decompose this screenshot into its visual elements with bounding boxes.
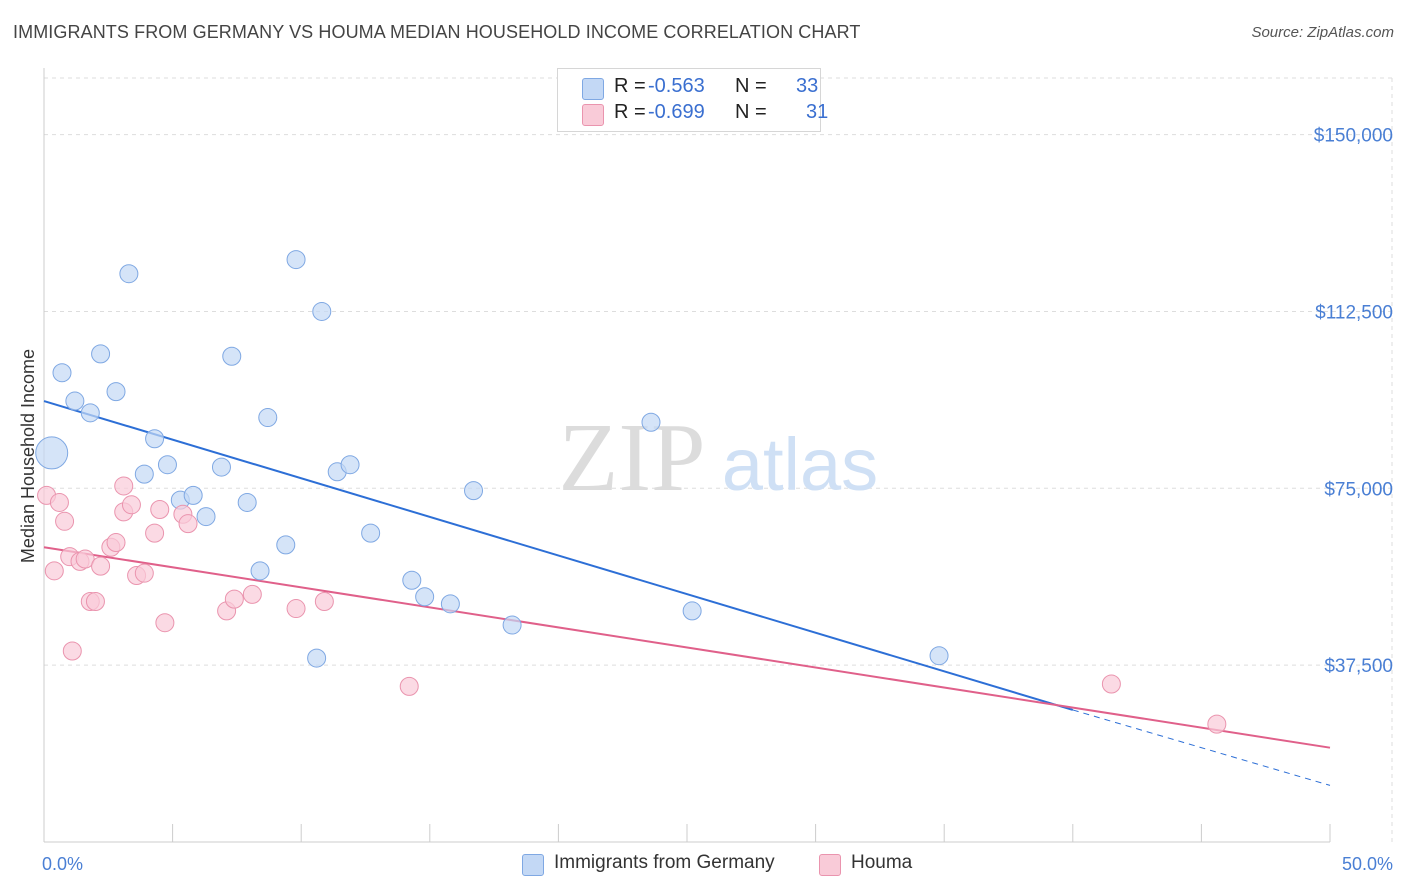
point-houma [150,500,170,520]
bottom-legend-swatch-germany [522,854,544,876]
point-germany [250,561,270,581]
point-germany [211,457,231,477]
legend-swatch-germany [582,78,604,100]
point-houma [1207,714,1227,734]
point-houma [242,584,262,604]
legend-r-value: -0.699 [648,101,705,123]
bottom-legend-label-germany: Immigrants from Germany [554,852,775,873]
point-houma [44,561,64,581]
legend-r-label: R = [614,101,646,123]
point-houma [91,556,111,576]
x-tick-label: 0.0% [42,854,83,874]
point-germany [258,408,278,428]
point-germany [35,436,69,470]
point-houma [75,549,95,569]
point-germany [502,615,522,635]
point-houma [55,511,75,531]
legend-n-label: N = [735,75,767,97]
point-houma [155,613,175,633]
point-houma [145,523,165,543]
point-germany [80,403,100,423]
point-houma [114,476,134,496]
point-germany [307,648,327,668]
point-germany [91,344,111,364]
grid-lines [44,77,1393,842]
point-germany [340,455,360,475]
point-houma [106,533,126,553]
bottom-legend-swatch-houma [819,854,841,876]
point-germany [276,535,296,555]
point-germany [52,363,72,383]
stats-legend: R = -0.563 N = 33 R = -0.699 N = 31 [557,68,828,132]
point-houma [224,589,244,609]
watermark: ZIP atlas [559,404,879,512]
trend-line-germany [43,400,1074,711]
point-germany [440,594,460,614]
watermark-zip: ZIP [559,404,706,512]
point-houma [1101,674,1121,694]
legend-r-value: -0.563 [648,75,705,97]
x-tick-label: 50.0% [1342,854,1393,874]
trend-lines [43,400,1331,786]
point-germany [929,646,949,666]
point-germany [286,250,306,270]
point-germany [65,391,85,411]
point-germany [196,507,216,527]
legend-r-label: R = [614,75,646,97]
point-germany [134,464,154,484]
y-tick-label: $75,000 [1324,479,1393,500]
point-houma [286,599,306,619]
legend-n-value: 31 [806,101,829,123]
watermark-atlas: atlas [722,423,878,506]
data-points [35,250,1227,734]
point-germany [641,412,661,432]
legend-n-value: 33 [796,75,819,97]
point-germany [222,346,242,366]
source-label: Source: ZipAtlas.com [1251,24,1394,41]
point-germany [183,485,203,505]
point-germany [237,492,257,512]
point-germany [361,523,381,543]
bottom-legend-label-houma: Houma [851,852,913,873]
point-germany [682,601,702,621]
point-houma [49,492,69,512]
point-germany [106,382,126,402]
point-houma [121,495,141,515]
y-tick-label: $37,500 [1324,656,1393,677]
point-germany [157,455,177,475]
point-houma [314,591,334,611]
y-tick-label: $150,000 [1314,126,1393,147]
y-tick-label: $112,500 [1315,302,1393,323]
point-germany [119,264,139,284]
point-houma [178,514,198,534]
chart-title: IMMIGRANTS FROM GERMANY VS HOUMA MEDIAN … [13,22,861,42]
point-houma [85,591,105,611]
trend-line-houma [43,546,1331,749]
trend-line-germany-extension [1072,709,1331,786]
point-houma [62,641,82,661]
legend-swatch-houma [582,104,604,126]
y-tick-labels: $37,500 $75,000 $112,500 $150,000 [1314,126,1393,678]
x-tick-labels: 0.0% 50.0% [42,854,1393,874]
point-germany [464,481,484,501]
point-germany [415,587,435,607]
point-germany [312,301,332,321]
y-axis-label: Median Household Income [18,349,38,563]
point-germany [402,570,422,590]
point-germany [145,429,165,449]
legend-n-label: N = [735,101,767,123]
point-houma [134,563,154,583]
point-houma [399,676,419,696]
